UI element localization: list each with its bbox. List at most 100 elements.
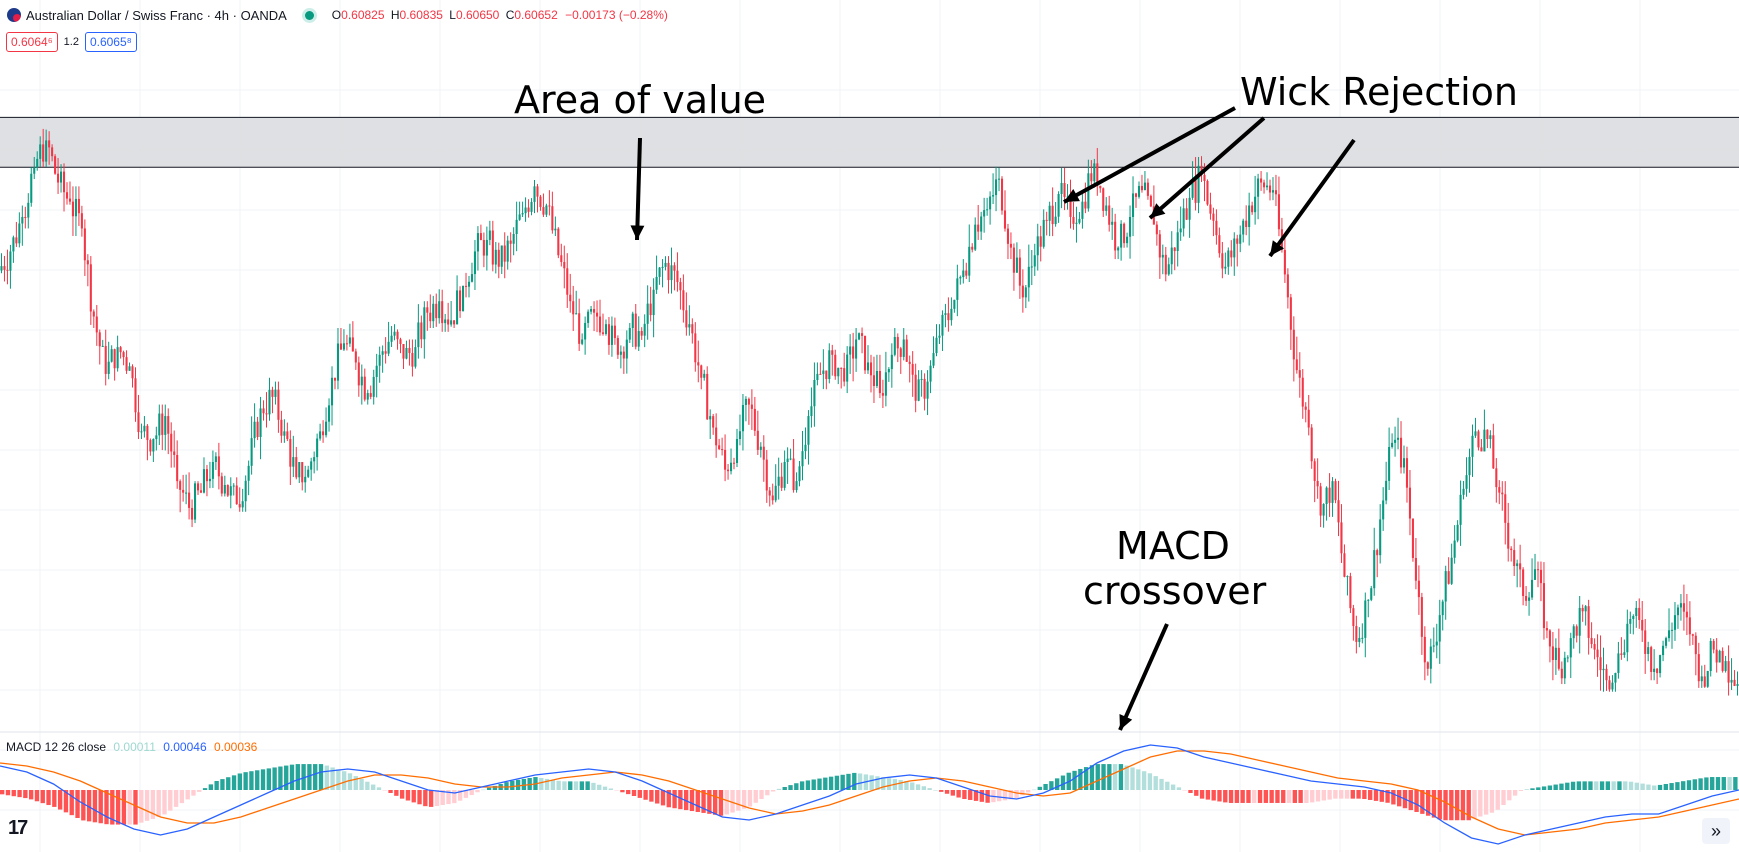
candle-body <box>1236 238 1239 244</box>
candle-body <box>613 325 616 339</box>
candle-body <box>316 438 319 458</box>
macd-histogram-bar <box>208 784 214 790</box>
candle-body <box>1349 576 1352 609</box>
buy-price-button[interactable]: 0.6065⁸ <box>84 32 137 52</box>
candle-body <box>149 440 152 452</box>
candle-body <box>840 367 843 369</box>
macd-histogram-bar <box>144 790 150 821</box>
candle-body <box>399 339 402 345</box>
candle-body <box>304 476 307 483</box>
macd-histogram-bar <box>1501 790 1506 806</box>
macd-histogram-bar <box>1553 784 1558 790</box>
candle-body <box>497 249 500 267</box>
macd-histogram-bar <box>562 781 567 790</box>
candle-body <box>744 398 747 405</box>
candle-body <box>1018 257 1021 286</box>
candle-body <box>563 262 566 269</box>
macd-histogram-bar <box>1646 784 1651 790</box>
candle-body <box>1325 487 1328 505</box>
candle-body <box>503 245 506 262</box>
macd-histogram-bar <box>1420 790 1425 814</box>
chart-header: Australian Dollar / Swiss Franc · 4h · O… <box>0 0 668 30</box>
macd-histogram-bar <box>34 790 40 802</box>
macd-histogram-bar <box>11 790 16 797</box>
candle-body <box>208 478 211 482</box>
candle-body <box>1667 630 1671 639</box>
macd-histogram-bar <box>46 790 51 806</box>
candle-body <box>1456 524 1459 541</box>
candle-body <box>929 365 932 382</box>
candle-body <box>1614 672 1617 683</box>
macd-histogram-bar <box>1385 790 1390 803</box>
candle-body <box>1450 557 1453 584</box>
candle-body <box>1483 429 1486 452</box>
candle-body <box>619 351 622 355</box>
candle-body <box>202 469 206 493</box>
annotation-wick-rejection: Wick Rejection <box>1240 70 1518 114</box>
candle-body <box>473 251 476 275</box>
macd-histogram-bar <box>370 784 376 790</box>
macd-histogram-bar <box>620 790 625 793</box>
candle-body <box>80 213 83 229</box>
macd-histogram-bar <box>150 790 156 819</box>
candle-body <box>298 462 301 478</box>
symbol-title[interactable]: Australian Dollar / Swiss Franc · 4h · O… <box>26 7 287 23</box>
macd-histogram-bar <box>857 773 863 790</box>
scroll-right-icon[interactable]: » <box>1702 818 1730 844</box>
tradingview-logo-icon[interactable]: 17 <box>8 817 28 839</box>
candle-body <box>1405 458 1409 488</box>
candle-body <box>1560 668 1563 679</box>
macd-histogram-bar <box>852 772 857 790</box>
macd-histogram-bar <box>1478 790 1483 817</box>
macd-histogram-bar <box>463 790 469 798</box>
candle-body <box>530 201 533 212</box>
macd-histogram-bar <box>695 790 700 812</box>
macd-histogram-bar <box>0 790 5 795</box>
macd-histogram-bar <box>1408 790 1413 811</box>
change-value: −0.00173 (−0.28%) <box>565 8 668 22</box>
macd-histogram-bar <box>1310 790 1315 803</box>
candle-body <box>1316 480 1319 487</box>
macd-histogram-value: 0.00011 <box>113 740 156 754</box>
candle-body <box>1489 435 1492 440</box>
candle-body <box>1397 437 1400 440</box>
macd-histogram-bar <box>28 790 34 800</box>
candle-body <box>1301 377 1304 407</box>
macd-histogram-bar <box>736 790 741 811</box>
macd-histogram-bar <box>1321 790 1326 801</box>
candle-body <box>810 406 813 417</box>
macd-histogram-bar <box>956 790 961 798</box>
candle-body <box>1015 257 1018 273</box>
quote-panel: 0.6064⁶ 1.2 0.6065⁸ <box>6 32 137 52</box>
candle-body <box>604 324 608 334</box>
candle-body <box>872 375 876 387</box>
macd-histogram-bar <box>40 790 45 804</box>
candle-body <box>849 346 852 355</box>
candle-body <box>491 230 494 265</box>
candle-body <box>146 425 149 441</box>
candle-body <box>1078 218 1081 223</box>
candle-body <box>1438 615 1441 642</box>
candle-body <box>423 307 426 340</box>
candle-body <box>1248 205 1251 228</box>
macd-histogram-bar <box>1078 768 1083 790</box>
macd-histogram-bar <box>434 790 440 806</box>
macd-histogram-bar <box>1356 790 1361 799</box>
candle-body <box>634 313 637 347</box>
candle-body <box>1286 274 1289 298</box>
macd-histogram-bar <box>1483 790 1489 815</box>
macd-histogram-bar <box>23 790 28 799</box>
candle-body <box>134 378 137 413</box>
macd-histogram-bar <box>1182 790 1187 791</box>
candle-body <box>1108 205 1111 225</box>
candle-body <box>354 351 357 363</box>
candle-body <box>1051 205 1054 225</box>
sell-price-button[interactable]: 0.6064⁶ <box>6 32 58 52</box>
candle-body <box>1271 190 1275 193</box>
macd-histogram-bar <box>585 781 590 790</box>
candle-body <box>1578 607 1581 636</box>
macd-histogram-bar <box>388 790 393 794</box>
candle-body <box>193 483 197 520</box>
macd-legend[interactable]: MACD 12 26 close 0.00011 0.00046 0.00036 <box>6 740 257 754</box>
